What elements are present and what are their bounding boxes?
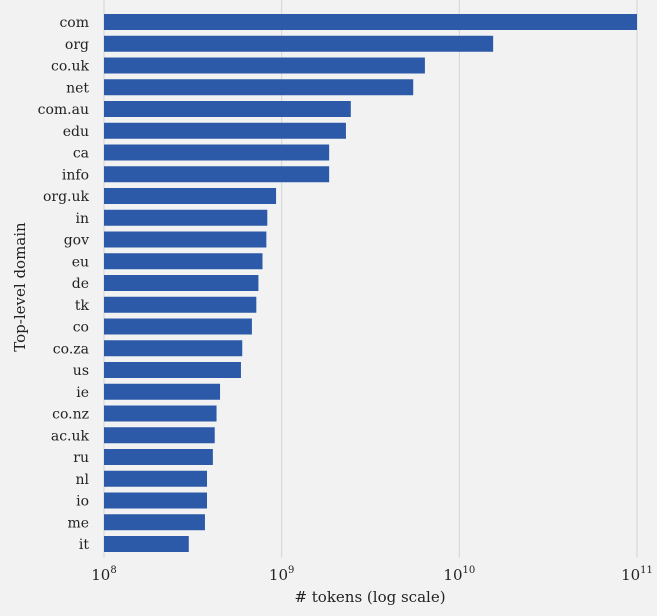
x-tick-labels: 108 109 1010 1011 (91, 565, 653, 584)
bar-co-uk (104, 57, 425, 74)
bar-net (104, 79, 414, 96)
y-tick-label: co.nz (52, 407, 89, 423)
bar-ie (104, 383, 221, 400)
y-tick-label: ru (73, 450, 89, 466)
bar-de (104, 275, 259, 291)
bar-info (104, 166, 330, 183)
bar-eu (104, 253, 263, 270)
bar-org-uk (104, 188, 277, 204)
y-tick-label: de (72, 276, 89, 292)
y-tick-label: me (67, 515, 89, 531)
y-tick-label: info (62, 167, 89, 183)
y-tick-label: tk (75, 298, 90, 314)
y-tick-label: gov (64, 233, 89, 249)
y-tick-labels: com org co.uk net com.au edu ca info org.uk in gov… (38, 15, 90, 553)
y-tick-label: eu (72, 254, 89, 270)
bar-ru (104, 449, 213, 465)
x-tick-label: 108 (91, 565, 116, 584)
bars (104, 14, 637, 552)
bar-tk (104, 296, 257, 313)
bar-co-nz (104, 405, 217, 422)
y-tick-label: ca (73, 146, 89, 162)
bar-it (104, 536, 189, 552)
y-tick-label: in (76, 211, 90, 227)
y-tick-label: com (59, 15, 89, 31)
x-axis-label: # tokens (log scale) (294, 588, 445, 606)
y-tick-label: net (66, 80, 89, 96)
y-tick-label: us (73, 363, 89, 379)
bar-gov (104, 231, 267, 248)
y-tick-label: it (79, 537, 89, 553)
bar-ac-uk (104, 427, 215, 444)
bar-com (104, 14, 637, 30)
y-tick-label: co.za (53, 341, 89, 357)
bar-edu (104, 122, 346, 139)
x-tick-label: 1011 (621, 565, 653, 584)
y-tick-label: com.au (38, 102, 89, 118)
bar-org (104, 35, 494, 52)
y-tick-label: ie (76, 385, 89, 401)
bar-me (104, 514, 205, 531)
bar-ca (104, 144, 330, 161)
y-tick-label: edu (63, 124, 89, 140)
bar-com-au (104, 101, 351, 117)
x-tick-label: 109 (269, 565, 294, 584)
bar-nl (104, 470, 208, 487)
y-tick-label: ac.uk (51, 428, 90, 444)
y-axis-label: Top-level domain (11, 222, 29, 352)
bar-in (104, 209, 268, 226)
y-tick-label: co.uk (51, 59, 89, 75)
y-tick-label: nl (76, 472, 90, 488)
bar-io (104, 492, 208, 509)
y-tick-label: org (65, 37, 89, 53)
y-tick-label: io (76, 494, 89, 510)
x-tick-label: 1010 (443, 565, 475, 584)
bar-co-za (104, 340, 243, 357)
bar-co (104, 318, 252, 335)
bar-us (104, 362, 241, 378)
y-tick-label: org.uk (43, 189, 90, 205)
y-tick-label: co (73, 320, 89, 336)
